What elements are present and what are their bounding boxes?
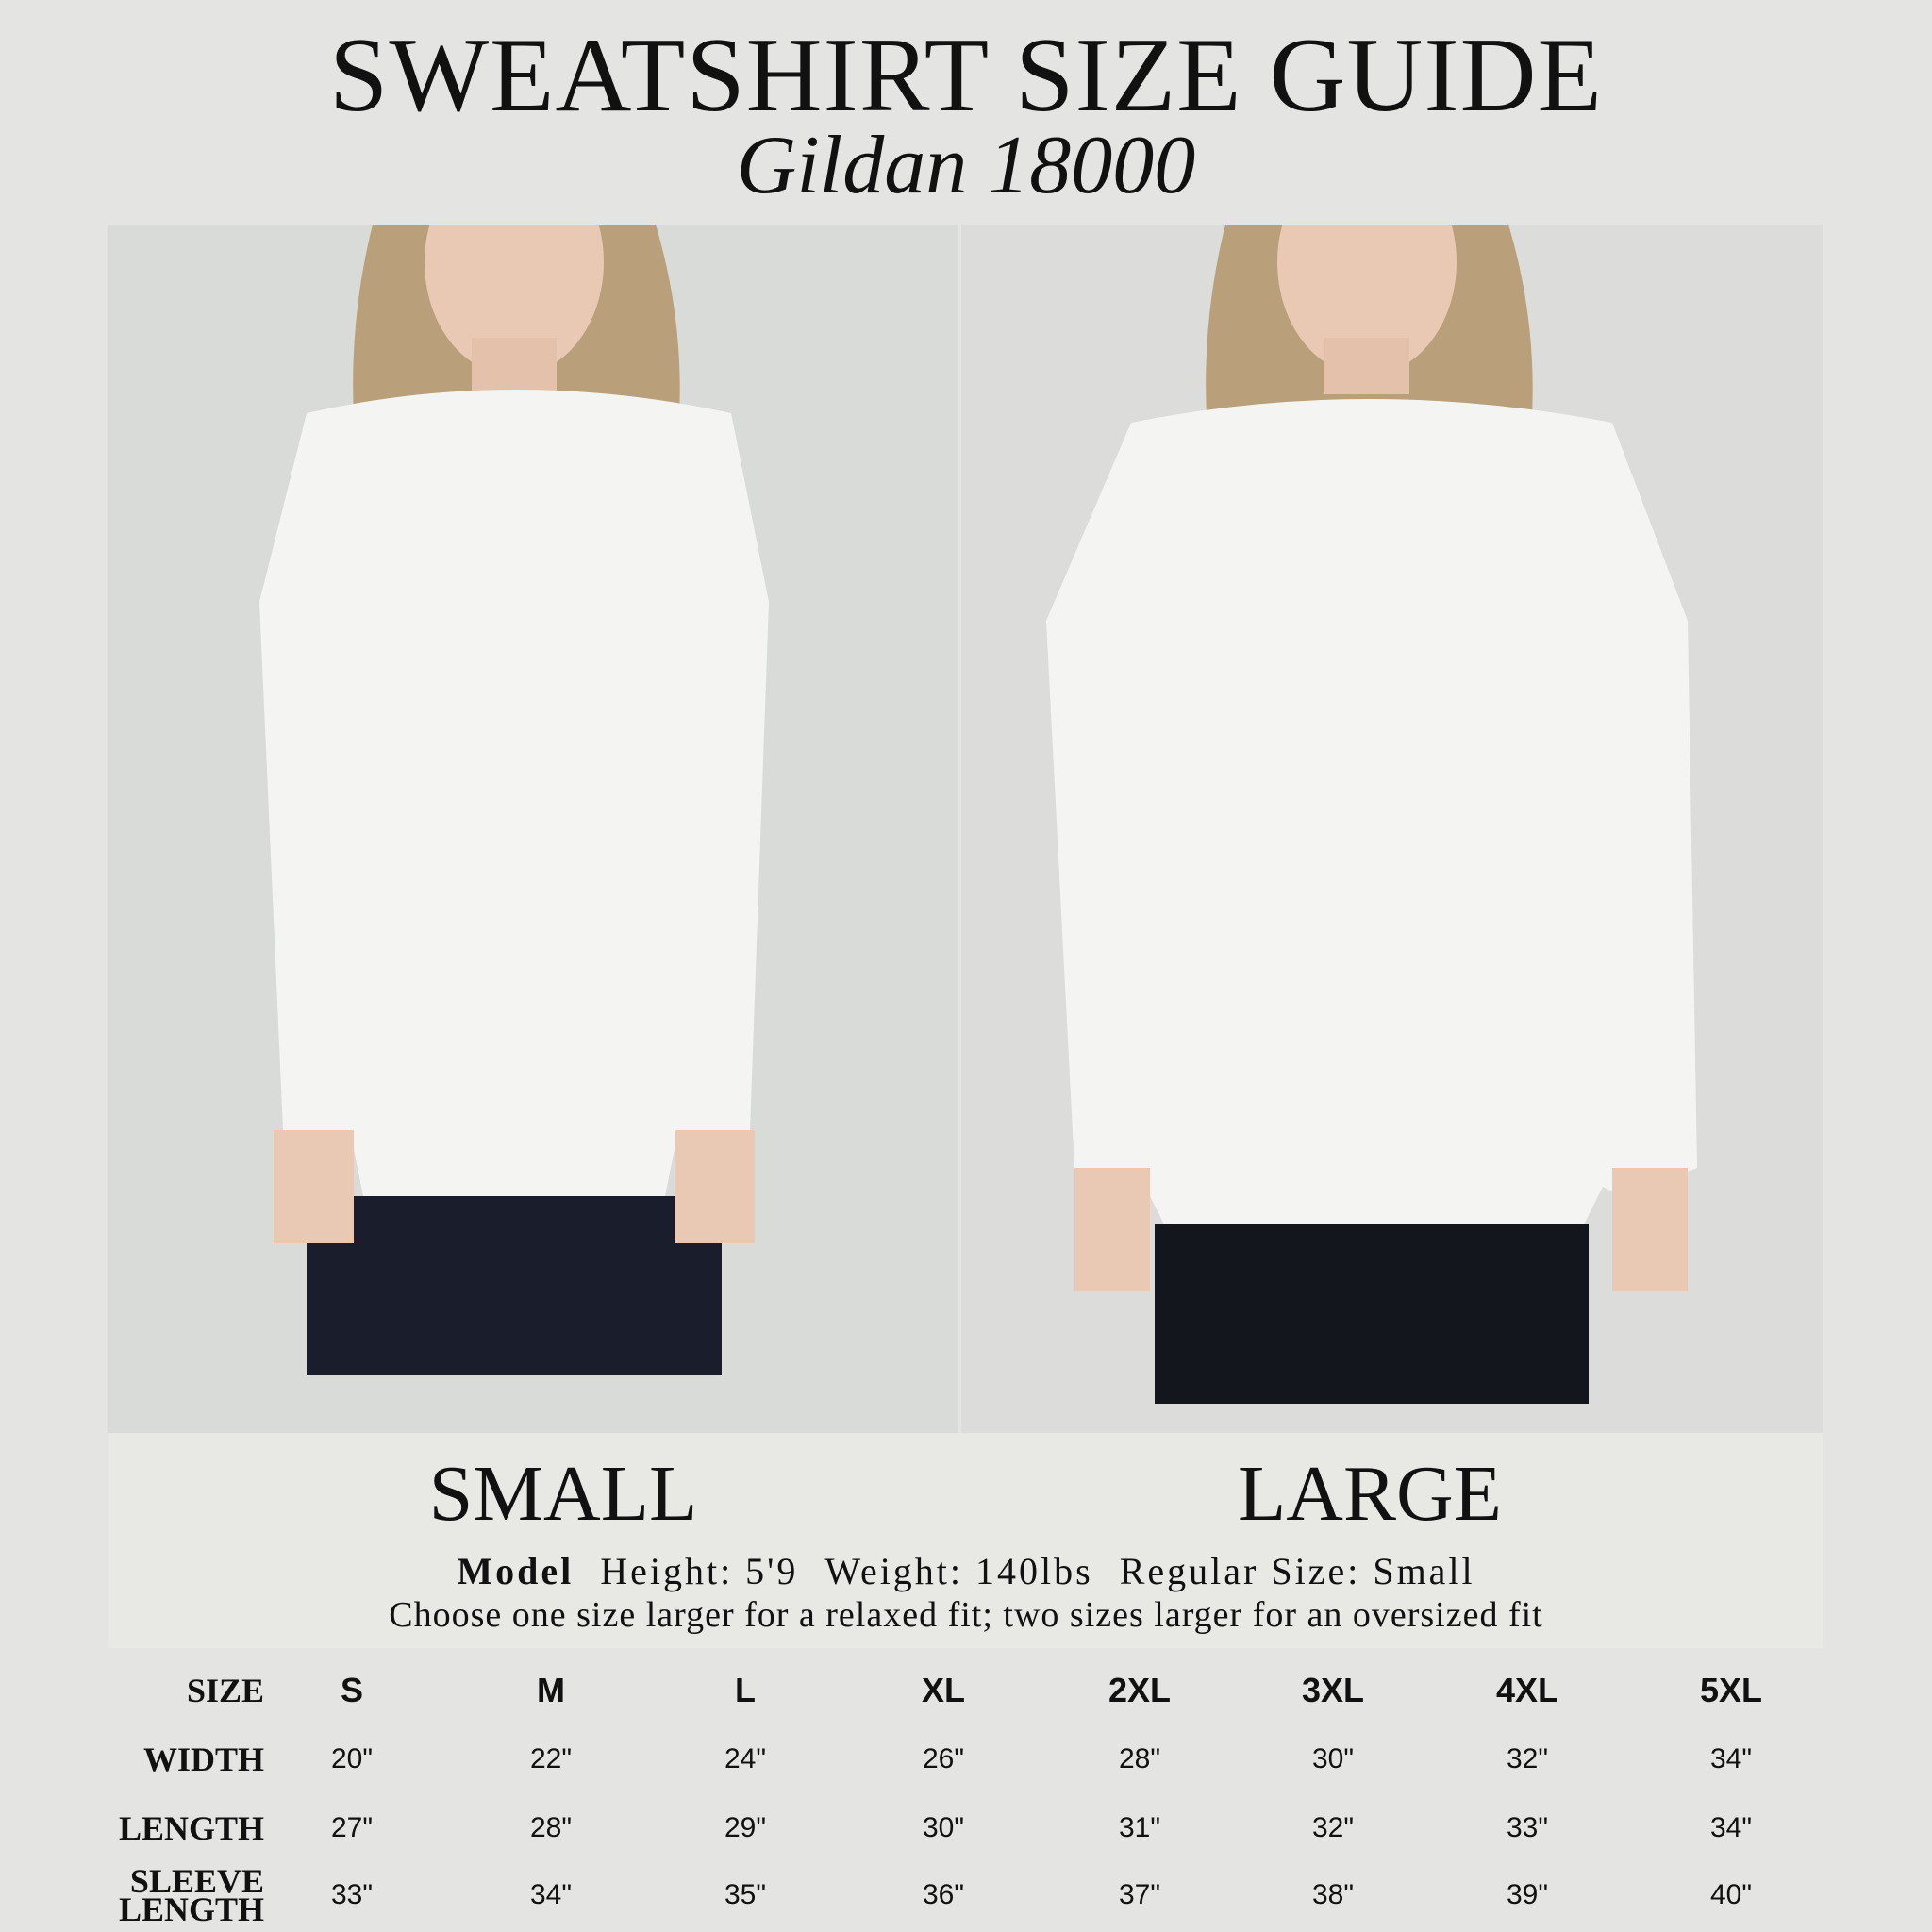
photo-label: LARGE	[1238, 1450, 1502, 1538]
caption-band	[108, 1433, 1823, 1648]
measurement: 40"	[1709, 1879, 1753, 1910]
measurement: 24"	[724, 1743, 767, 1774]
size-header: S	[340, 1671, 363, 1709]
measurement: 35"	[724, 1879, 767, 1910]
measurement: 28"	[1118, 1743, 1161, 1774]
photo-label: SMALL	[428, 1450, 698, 1538]
measurement: 39"	[1506, 1879, 1549, 1910]
row-label: SIZE	[186, 1672, 264, 1709]
measurement: 31"	[1118, 1812, 1161, 1843]
measurement: 38"	[1311, 1879, 1355, 1910]
model-size: Regular Size: Small	[1119, 1550, 1475, 1592]
note: Choose one size larger for a relaxed fit…	[389, 1595, 1543, 1635]
size-header: M	[537, 1671, 565, 1709]
title: SWEATSHIRT SIZE GUIDE	[329, 17, 1603, 134]
measurement: 26"	[922, 1743, 965, 1774]
measurement: 33"	[330, 1879, 374, 1910]
measurement: 37"	[1118, 1879, 1161, 1910]
measurement: 34"	[1709, 1812, 1753, 1843]
measurement: 34"	[529, 1879, 573, 1910]
measurement: 36"	[922, 1879, 965, 1910]
size-header: 2XL	[1108, 1671, 1172, 1709]
row-label: SLEEVE LENGTH	[118, 1862, 264, 1928]
photo-small	[108, 225, 958, 1433]
measurement: 27"	[330, 1812, 374, 1843]
measurement: 32"	[1506, 1743, 1549, 1774]
model-weight: Weight: 140lbs	[824, 1550, 1093, 1592]
measurement: 20"	[330, 1743, 374, 1774]
size-header: L	[735, 1671, 756, 1709]
measurement: 34"	[1709, 1743, 1753, 1774]
measurement: 33"	[1506, 1812, 1549, 1843]
measurement: 22"	[529, 1743, 573, 1774]
size-header: 5XL	[1699, 1671, 1763, 1709]
row-label: WIDTH	[142, 1740, 264, 1778]
subtitle: Gildan 18000	[736, 120, 1196, 211]
size-header: 3XL	[1301, 1671, 1365, 1709]
photo-large	[961, 225, 1823, 1433]
model-info: Model Height: 5'9 Weight: 140lbs Regular Si…	[0, 1549, 1932, 1593]
model-height: Height: 5'9	[600, 1550, 799, 1592]
measurement: 29"	[724, 1812, 767, 1843]
measurement: 30"	[922, 1812, 965, 1843]
model-label: Model	[457, 1550, 575, 1592]
measurement: 32"	[1311, 1812, 1355, 1843]
measurement: 30"	[1311, 1743, 1355, 1774]
row-label: LENGTH	[118, 1809, 264, 1847]
size-header: 4XL	[1495, 1671, 1559, 1709]
measurement: 28"	[529, 1812, 573, 1843]
size-header: XL	[921, 1671, 965, 1709]
